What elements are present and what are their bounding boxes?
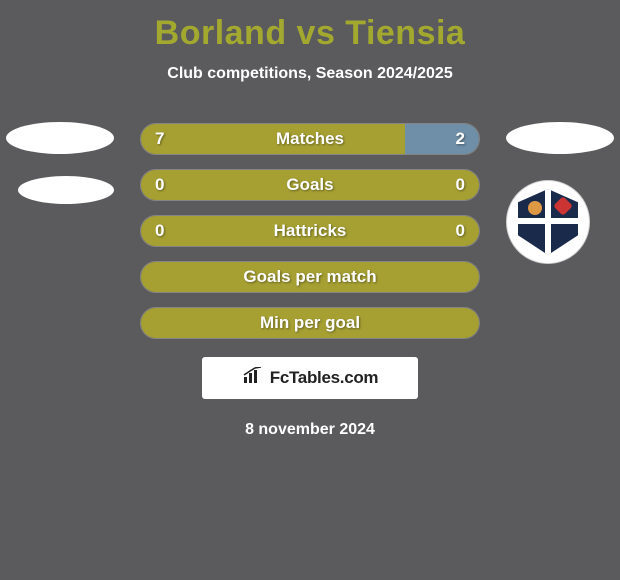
date-label: 8 november 2024 (245, 421, 375, 439)
subtitle: Club competitions, Season 2024/2025 (167, 65, 452, 83)
player-left-ellipse-1 (6, 122, 114, 154)
player-right-ellipse (506, 122, 614, 154)
stat-bar: 00Hattricks (140, 215, 480, 247)
club-badge-shield (518, 189, 578, 255)
stat-bar: Goals per match (140, 261, 480, 293)
fctables-text: FcTables.com (270, 368, 379, 388)
stat-left-value: 0 (141, 175, 178, 195)
page-title: Borland vs Tiensia (155, 14, 466, 53)
stat-bars: 72Matches00Goals00HattricksGoals per mat… (140, 123, 480, 339)
stat-right-value: 0 (442, 221, 479, 241)
stat-bar: Min per goal (140, 307, 480, 339)
stat-left-value: 7 (141, 129, 178, 149)
stat-bar: 72Matches (140, 123, 480, 155)
bar-chart-icon (242, 367, 264, 390)
stat-right-value: 0 (442, 175, 479, 195)
comparison-infographic: Borland vs Tiensia Club competitions, Se… (0, 0, 620, 580)
stat-right-value: 2 (442, 129, 479, 149)
fctables-badge: FcTables.com (202, 357, 418, 399)
stat-bar: 00Goals (140, 169, 480, 201)
player-left-ellipse-2 (18, 176, 114, 204)
stat-left-value: 0 (141, 221, 178, 241)
club-badge (506, 180, 590, 264)
